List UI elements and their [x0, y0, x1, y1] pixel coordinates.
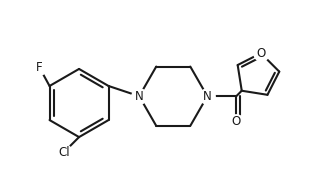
Text: O: O [232, 115, 241, 128]
Text: F: F [36, 61, 43, 74]
Text: Cl: Cl [58, 146, 70, 159]
Text: O: O [256, 47, 266, 60]
Text: N: N [135, 90, 144, 103]
Text: N: N [203, 90, 212, 103]
